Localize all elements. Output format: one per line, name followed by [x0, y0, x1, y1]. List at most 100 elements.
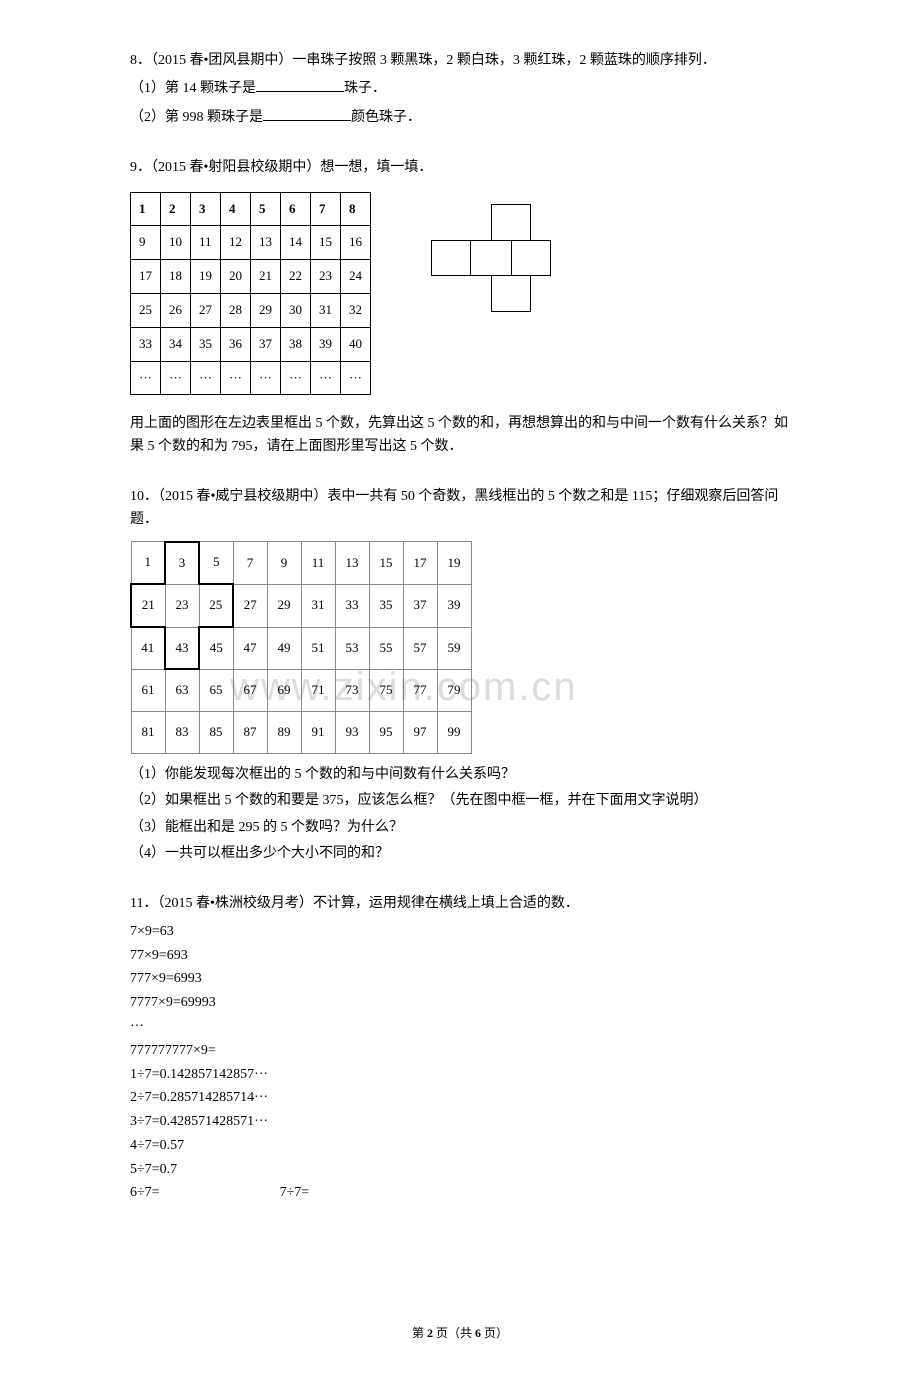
- table-cell: 21: [251, 260, 281, 294]
- table-cell: 7: [233, 542, 267, 584]
- table-cell: 17: [403, 542, 437, 584]
- table-cell: 97: [403, 712, 437, 754]
- table-cell: 31: [301, 584, 335, 627]
- table-cell: 2: [161, 192, 191, 226]
- table-cell: 27: [233, 584, 267, 627]
- table-cell: 32: [341, 293, 371, 327]
- table-cell: ···: [191, 361, 221, 395]
- table-cell: 35: [191, 327, 221, 361]
- q8-part1: （1）第 14 颗珠子是 珠子．: [130, 76, 790, 100]
- table-cell: 69: [267, 669, 301, 711]
- table-cell: 19: [191, 260, 221, 294]
- q11-line: 2÷7=0.285714285714···: [130, 1086, 790, 1110]
- table-cell: 37: [403, 584, 437, 627]
- table-cell: 59: [437, 627, 471, 669]
- table-cell: 65: [199, 669, 233, 711]
- blank: [263, 105, 351, 121]
- table-cell: 14: [281, 226, 311, 260]
- q10-part1: （1）你能发现每次框出的 5 个数的和与中间数有什么关系吗？: [130, 764, 790, 786]
- table-cell: ···: [281, 361, 311, 395]
- table-cell: 11: [191, 226, 221, 260]
- table-cell: 71: [301, 669, 335, 711]
- table-cell: 91: [301, 712, 335, 754]
- table-cell: 9: [131, 226, 161, 260]
- question-8: 8．（2015 春•团风县期中）一串珠子按照 3 颗黑珠，2 颗白珠，3 颗红珠…: [130, 50, 790, 129]
- q9-stem: 9．（2015 春•射阳县校级期中）想一想，填一填．: [130, 157, 790, 179]
- q9-grid: 1234567891011121314151617181920212223242…: [130, 192, 371, 396]
- table-cell: 31: [311, 293, 341, 327]
- table-cell: 55: [369, 627, 403, 669]
- q11-pair-left: 6÷7=: [130, 1182, 160, 1204]
- table-cell: 13: [251, 226, 281, 260]
- table-cell: 99: [437, 712, 471, 754]
- table-cell: 89: [267, 712, 301, 754]
- table-cell: 5: [199, 542, 233, 584]
- table-cell: 13: [335, 542, 369, 584]
- table-cell: 12: [221, 226, 251, 260]
- q11-line: 777×9=6993: [130, 967, 790, 991]
- table-cell: ···: [161, 361, 191, 395]
- question-10: 10．（2015 春•威宁县校级期中）表中一共有 50 个奇数，黑线框出的 5 …: [130, 486, 790, 865]
- table-cell: 8: [341, 192, 371, 226]
- table-cell: 34: [161, 327, 191, 361]
- q10-part3: （3）能框出和是 295 的 5 个数吗？为什么？: [130, 817, 790, 839]
- table-cell: 23: [165, 584, 199, 627]
- table-cell: 37: [251, 327, 281, 361]
- table-cell: 40: [341, 327, 371, 361]
- table-cell: 24: [341, 260, 371, 294]
- q8-p1-b: 珠子．: [344, 81, 386, 96]
- table-cell: 57: [403, 627, 437, 669]
- table-cell: 95: [369, 712, 403, 754]
- table-cell: 36: [221, 327, 251, 361]
- table-cell: 25: [199, 584, 233, 627]
- q11-line: 3÷7=0.428571428571···: [130, 1110, 790, 1134]
- q8-p1-a: （1）第 14 颗珠子是: [130, 81, 256, 96]
- q10-part2: （2）如果框出 5 个数的和要是 375，应该怎么框？（先在图中框一框，并在下面…: [130, 790, 790, 812]
- table-cell: 41: [131, 627, 165, 669]
- q11-lines: 7×9=6377×9=693777×9=69937777×9=69993···7…: [130, 920, 790, 1182]
- footer-a: 第: [412, 1326, 427, 1340]
- table-cell: 85: [199, 712, 233, 754]
- table-cell: 63: [165, 669, 199, 711]
- q10-grid: 1357911131517192123252729313335373941434…: [130, 541, 472, 754]
- q11-line: 5÷7=0.7: [130, 1158, 790, 1182]
- table-cell: 22: [281, 260, 311, 294]
- table-cell: ···: [341, 361, 371, 395]
- table-cell: 81: [131, 712, 165, 754]
- table-cell: 1: [131, 542, 165, 584]
- table-cell: ···: [251, 361, 281, 395]
- table-cell: 45: [199, 627, 233, 669]
- q11-line: 7777×9=69993: [130, 991, 790, 1015]
- table-cell: 61: [131, 669, 165, 711]
- question-11: 11．（2015 春•株洲校级月考）不计算，运用规律在横线上填上合适的数． 7×…: [130, 893, 790, 1204]
- table-cell: 23: [311, 260, 341, 294]
- table-cell: 15: [311, 226, 341, 260]
- q11-line: 77×9=693: [130, 944, 790, 968]
- q11-line: ···: [130, 1015, 790, 1039]
- table-cell: 28: [221, 293, 251, 327]
- table-cell: 83: [165, 712, 199, 754]
- question-9: 9．（2015 春•射阳县校级期中）想一想，填一填． 1234567891011…: [130, 157, 790, 458]
- table-cell: 21: [131, 584, 165, 627]
- table-cell: 77: [403, 669, 437, 711]
- q10-stem: 10．（2015 春•威宁县校级期中）表中一共有 50 个奇数，黑线框出的 5 …: [130, 486, 790, 531]
- table-cell: 73: [335, 669, 369, 711]
- table-cell: 3: [165, 542, 199, 584]
- table-cell: 87: [233, 712, 267, 754]
- q11-stem: 11．（2015 春•株洲校级月考）不计算，运用规律在横线上填上合适的数．: [130, 893, 790, 915]
- q8-p2-b: 颜色珠子．: [351, 110, 421, 125]
- table-cell: 35: [369, 584, 403, 627]
- table-cell: ···: [311, 361, 341, 395]
- table-cell: 93: [335, 712, 369, 754]
- table-cell: 15: [369, 542, 403, 584]
- table-cell: 17: [131, 260, 161, 294]
- table-cell: 49: [267, 627, 301, 669]
- table-cell: 51: [301, 627, 335, 669]
- table-cell: 29: [267, 584, 301, 627]
- table-cell: 10: [161, 226, 191, 260]
- q11-pair-right: 7÷7=: [280, 1182, 310, 1204]
- table-cell: 6: [281, 192, 311, 226]
- table-cell: 75: [369, 669, 403, 711]
- table-cell: 53: [335, 627, 369, 669]
- table-cell: 33: [131, 327, 161, 361]
